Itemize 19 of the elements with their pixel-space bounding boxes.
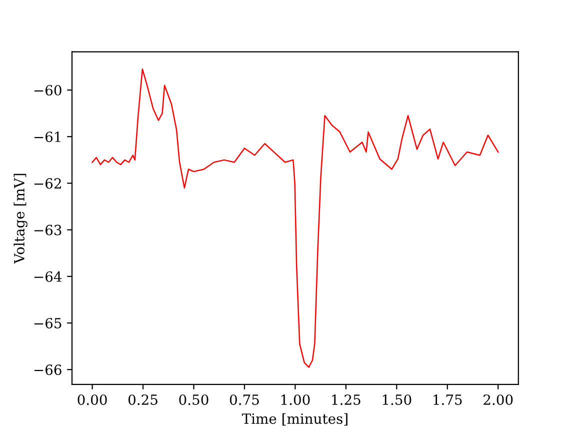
x-tick-label: 1.75 bbox=[434, 394, 462, 405]
y-tick-label: −63 bbox=[34, 224, 62, 236]
y-tick-label: −64 bbox=[34, 271, 62, 282]
y-tick-label: −61 bbox=[34, 132, 60, 142]
x-tick-label: 1.25 bbox=[332, 394, 360, 405]
x-tick-label: 0.00 bbox=[78, 394, 107, 405]
y-axis-title: Voltage [mV] bbox=[14, 174, 28, 264]
y-tick-label: −66 bbox=[34, 364, 62, 376]
x-axis-title: Time [minutes] bbox=[242, 413, 348, 426]
y-tick-label: −60 bbox=[34, 85, 62, 96]
x-tick-label: 1.50 bbox=[382, 394, 412, 405]
y-tick-label: −65 bbox=[34, 318, 62, 328]
x-tick-label: 0.50 bbox=[179, 394, 208, 405]
x-tick-label: 0.25 bbox=[128, 394, 158, 405]
line-series bbox=[92, 68, 499, 368]
y-tick-label: −62 bbox=[34, 178, 61, 189]
x-tick-label: 0.75 bbox=[230, 394, 259, 405]
x-tick-label: 2.00 bbox=[484, 394, 513, 405]
x-tick-label: 1.00 bbox=[281, 394, 310, 405]
